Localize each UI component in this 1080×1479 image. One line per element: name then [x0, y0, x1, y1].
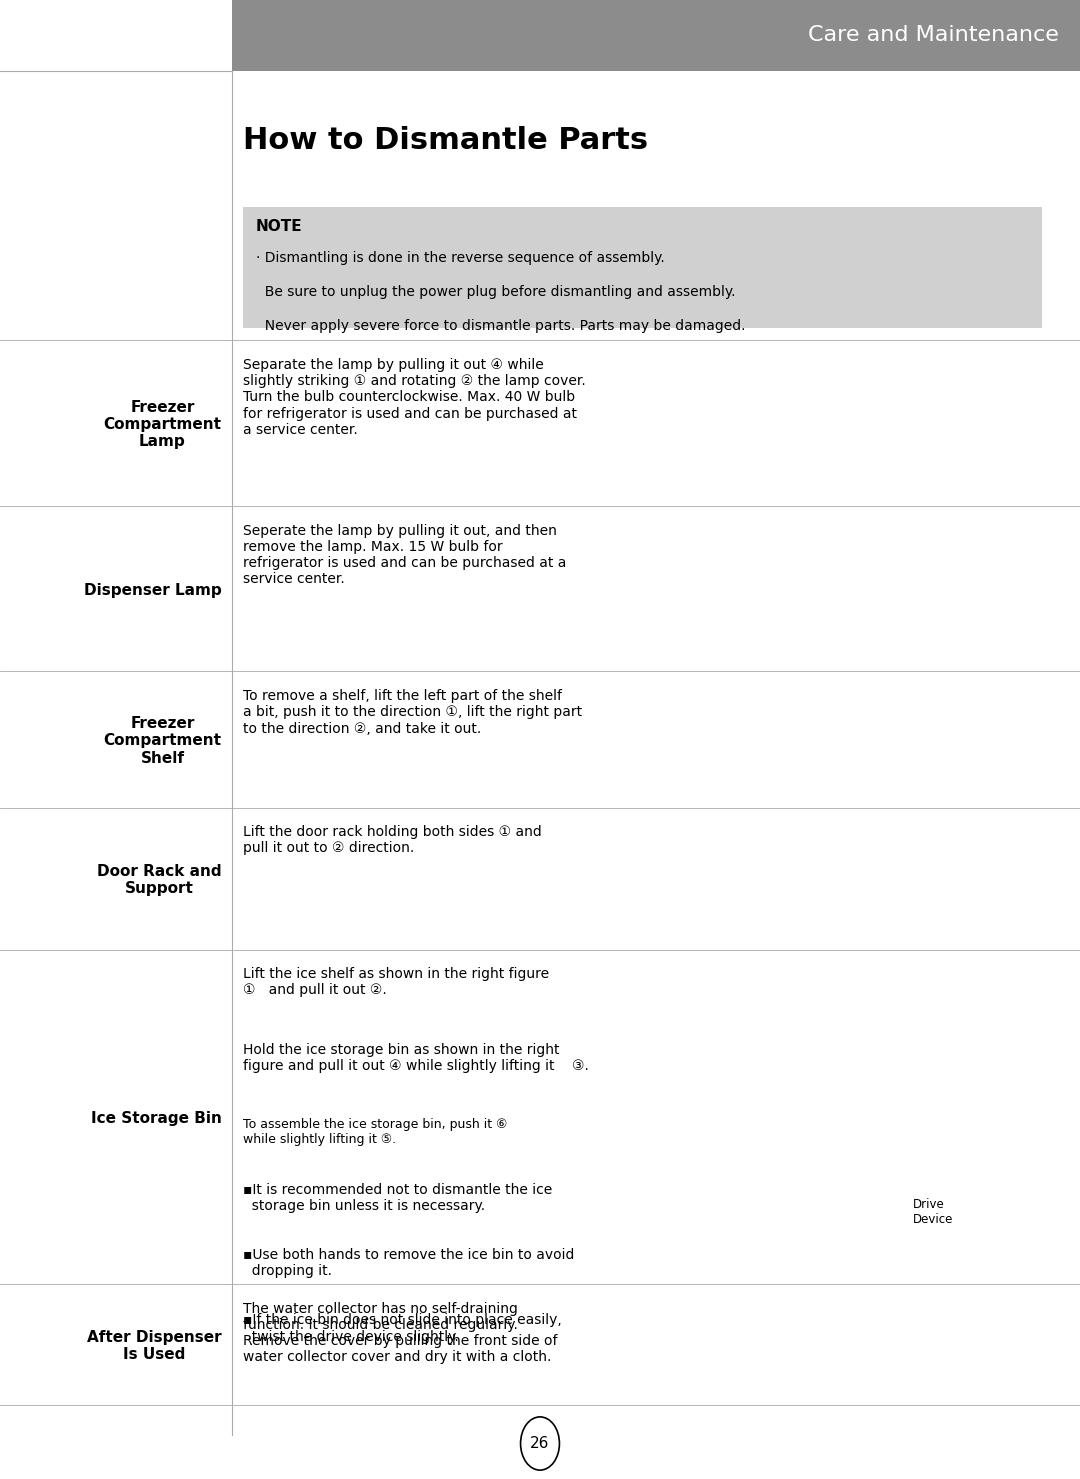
- Text: Freezer
Compartment
Lamp: Freezer Compartment Lamp: [104, 399, 221, 450]
- Text: Separate the lamp by pulling it out ④ while
slightly striking ① and rotating ② t: Separate the lamp by pulling it out ④ wh…: [243, 358, 585, 436]
- Text: After Dispenser
Is Used: After Dispenser Is Used: [86, 1330, 221, 1362]
- Text: The water collector has no self-draining
function. It should be cleaned regularl: The water collector has no self-draining…: [243, 1302, 557, 1364]
- Text: ▪It is recommended not to dismantle the ice
  storage bin unless it is necessary: ▪It is recommended not to dismantle the …: [243, 1183, 552, 1213]
- Text: Care and Maintenance: Care and Maintenance: [808, 25, 1058, 46]
- Text: Ice Storage Bin: Ice Storage Bin: [91, 1111, 221, 1126]
- FancyBboxPatch shape: [232, 0, 1080, 71]
- Text: Freezer
Compartment
Shelf: Freezer Compartment Shelf: [104, 716, 221, 766]
- Text: To assemble the ice storage bin, push it ⑥
while slightly lifting it ⑤.: To assemble the ice storage bin, push it…: [243, 1118, 508, 1146]
- Text: Never apply severe force to dismantle parts. Parts may be damaged.: Never apply severe force to dismantle pa…: [256, 319, 745, 333]
- Text: 26: 26: [530, 1436, 550, 1451]
- Text: Hold the ice storage bin as shown in the right
figure and pull it out ④ while sl: Hold the ice storage bin as shown in the…: [243, 1043, 589, 1072]
- Text: Drive
Device: Drive Device: [913, 1198, 953, 1226]
- Text: Lift the ice shelf as shown in the right figure
①   and pull it out ②.: Lift the ice shelf as shown in the right…: [243, 967, 549, 997]
- Text: ▪Use both hands to remove the ice bin to avoid
  dropping it.: ▪Use both hands to remove the ice bin to…: [243, 1248, 575, 1278]
- Text: How to Dismantle Parts: How to Dismantle Parts: [243, 126, 648, 155]
- Text: ▪If the ice bin does not slide into place easily,
  twist the drive device sligh: ▪If the ice bin does not slide into plac…: [243, 1313, 562, 1343]
- Text: Lift the door rack holding both sides ① and
pull it out to ② direction.: Lift the door rack holding both sides ① …: [243, 825, 542, 855]
- Text: Door Rack and
Support: Door Rack and Support: [97, 864, 221, 896]
- Text: NOTE: NOTE: [256, 219, 302, 234]
- Text: Be sure to unplug the power plug before dismantling and assembly.: Be sure to unplug the power plug before …: [256, 285, 735, 299]
- Text: To remove a shelf, lift the left part of the shelf
a bit, push it to the directi: To remove a shelf, lift the left part of…: [243, 689, 582, 735]
- Text: Seperate the lamp by pulling it out, and then
remove the lamp. Max. 15 W bulb fo: Seperate the lamp by pulling it out, and…: [243, 524, 566, 586]
- FancyBboxPatch shape: [243, 207, 1042, 328]
- Text: · Dismantling is done in the reverse sequence of assembly.: · Dismantling is done in the reverse seq…: [256, 251, 664, 265]
- Text: Dispenser Lamp: Dispenser Lamp: [83, 583, 221, 598]
